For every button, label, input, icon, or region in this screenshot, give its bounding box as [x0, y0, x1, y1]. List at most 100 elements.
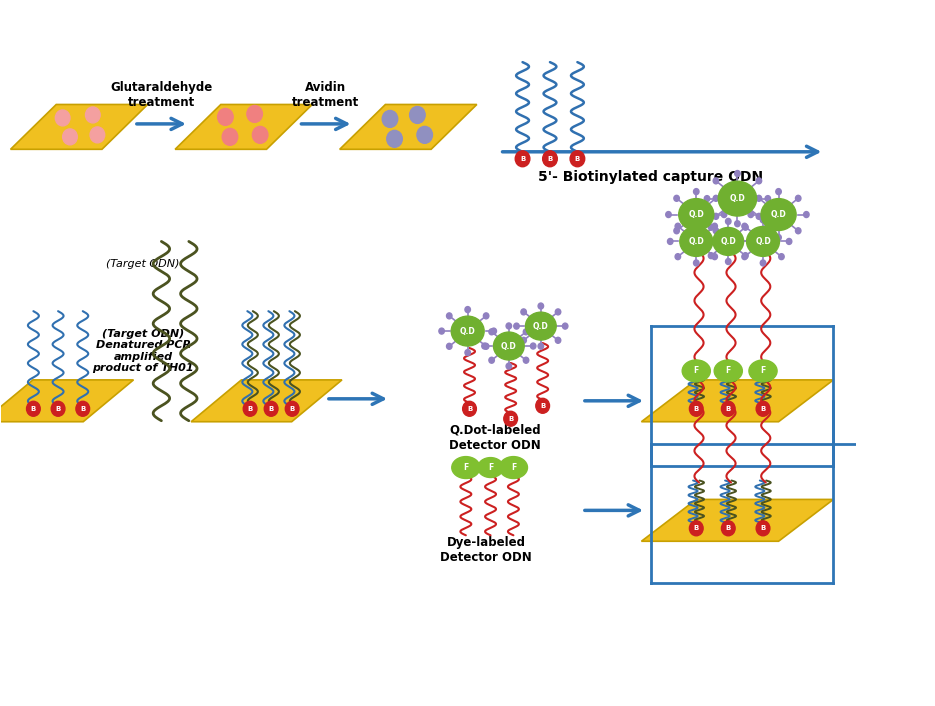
- Circle shape: [726, 218, 731, 225]
- Text: Q.D: Q.D: [720, 237, 736, 246]
- Text: F: F: [760, 366, 766, 376]
- Text: B: B: [55, 406, 61, 412]
- Ellipse shape: [712, 227, 743, 256]
- Circle shape: [447, 313, 452, 319]
- Circle shape: [796, 228, 801, 234]
- Polygon shape: [191, 380, 342, 421]
- Polygon shape: [641, 380, 833, 421]
- Circle shape: [741, 223, 747, 229]
- Circle shape: [689, 401, 703, 417]
- Ellipse shape: [714, 360, 742, 382]
- Ellipse shape: [718, 181, 756, 216]
- Circle shape: [90, 127, 105, 143]
- Text: Glutaraldehyde
treatment: Glutaraldehyde treatment: [110, 81, 212, 109]
- Circle shape: [712, 223, 717, 229]
- Circle shape: [704, 196, 710, 202]
- Circle shape: [675, 223, 681, 229]
- Circle shape: [756, 213, 762, 220]
- Ellipse shape: [478, 457, 503, 477]
- Circle shape: [713, 178, 719, 184]
- Ellipse shape: [749, 360, 777, 382]
- Circle shape: [524, 329, 529, 335]
- Circle shape: [713, 228, 719, 234]
- Circle shape: [721, 212, 726, 217]
- Polygon shape: [339, 104, 477, 149]
- Text: B: B: [467, 406, 472, 412]
- Text: Q.D: Q.D: [770, 210, 786, 219]
- Circle shape: [382, 110, 397, 127]
- Circle shape: [742, 253, 748, 258]
- Text: B: B: [80, 406, 85, 412]
- Polygon shape: [175, 104, 312, 149]
- Circle shape: [265, 401, 278, 417]
- Circle shape: [756, 401, 770, 417]
- Circle shape: [675, 253, 681, 260]
- Circle shape: [410, 107, 425, 124]
- Circle shape: [521, 337, 526, 343]
- Circle shape: [756, 196, 762, 201]
- Circle shape: [689, 521, 703, 536]
- Circle shape: [750, 239, 755, 244]
- Circle shape: [483, 343, 489, 349]
- Circle shape: [439, 328, 444, 334]
- Circle shape: [786, 239, 792, 244]
- Circle shape: [223, 128, 237, 145]
- Circle shape: [563, 323, 568, 329]
- Circle shape: [666, 212, 671, 217]
- Circle shape: [463, 401, 476, 417]
- Ellipse shape: [452, 316, 484, 346]
- Text: B: B: [290, 406, 295, 412]
- Circle shape: [524, 357, 529, 363]
- Circle shape: [482, 343, 487, 349]
- Circle shape: [521, 309, 526, 315]
- Ellipse shape: [494, 332, 525, 360]
- Text: Q.D: Q.D: [501, 342, 517, 350]
- Circle shape: [668, 239, 673, 244]
- Text: F: F: [488, 463, 493, 472]
- Circle shape: [542, 151, 557, 167]
- Ellipse shape: [499, 457, 527, 479]
- Circle shape: [779, 253, 784, 260]
- Circle shape: [713, 213, 719, 220]
- Ellipse shape: [761, 198, 796, 230]
- Text: (Target ODN): (Target ODN): [107, 259, 180, 270]
- Text: 5'- Biotinylated capture ODN: 5'- Biotinylated capture ODN: [538, 169, 763, 184]
- Circle shape: [447, 343, 452, 349]
- Text: Q.D: Q.D: [688, 237, 704, 246]
- Circle shape: [709, 253, 713, 258]
- Text: Q.Dot-labeled
Detector ODN: Q.Dot-labeled Detector ODN: [449, 424, 541, 452]
- Text: Q.D: Q.D: [729, 194, 745, 203]
- Text: Q.D: Q.D: [460, 327, 476, 335]
- Circle shape: [735, 221, 741, 227]
- Circle shape: [513, 323, 519, 329]
- Circle shape: [722, 521, 735, 536]
- Text: B: B: [575, 156, 580, 162]
- Circle shape: [570, 151, 584, 167]
- Text: B: B: [760, 406, 766, 412]
- Circle shape: [712, 253, 717, 260]
- Circle shape: [515, 151, 530, 167]
- Circle shape: [713, 196, 719, 201]
- Text: Q.D: Q.D: [755, 237, 770, 246]
- FancyBboxPatch shape: [870, 420, 935, 467]
- Circle shape: [776, 234, 782, 241]
- Polygon shape: [0, 380, 134, 421]
- Circle shape: [803, 212, 809, 217]
- Text: B: B: [694, 525, 698, 532]
- Text: B: B: [726, 525, 731, 532]
- Ellipse shape: [680, 227, 712, 256]
- Circle shape: [465, 306, 470, 313]
- Circle shape: [776, 189, 782, 195]
- Text: Q.D: Q.D: [688, 210, 704, 219]
- Circle shape: [722, 401, 735, 417]
- Circle shape: [243, 401, 257, 417]
- Circle shape: [796, 196, 801, 201]
- Ellipse shape: [679, 198, 713, 230]
- Circle shape: [26, 401, 40, 417]
- Circle shape: [538, 303, 543, 309]
- Circle shape: [720, 239, 725, 244]
- Circle shape: [465, 349, 470, 356]
- Text: B: B: [547, 156, 553, 162]
- Circle shape: [735, 171, 741, 176]
- Circle shape: [538, 343, 543, 349]
